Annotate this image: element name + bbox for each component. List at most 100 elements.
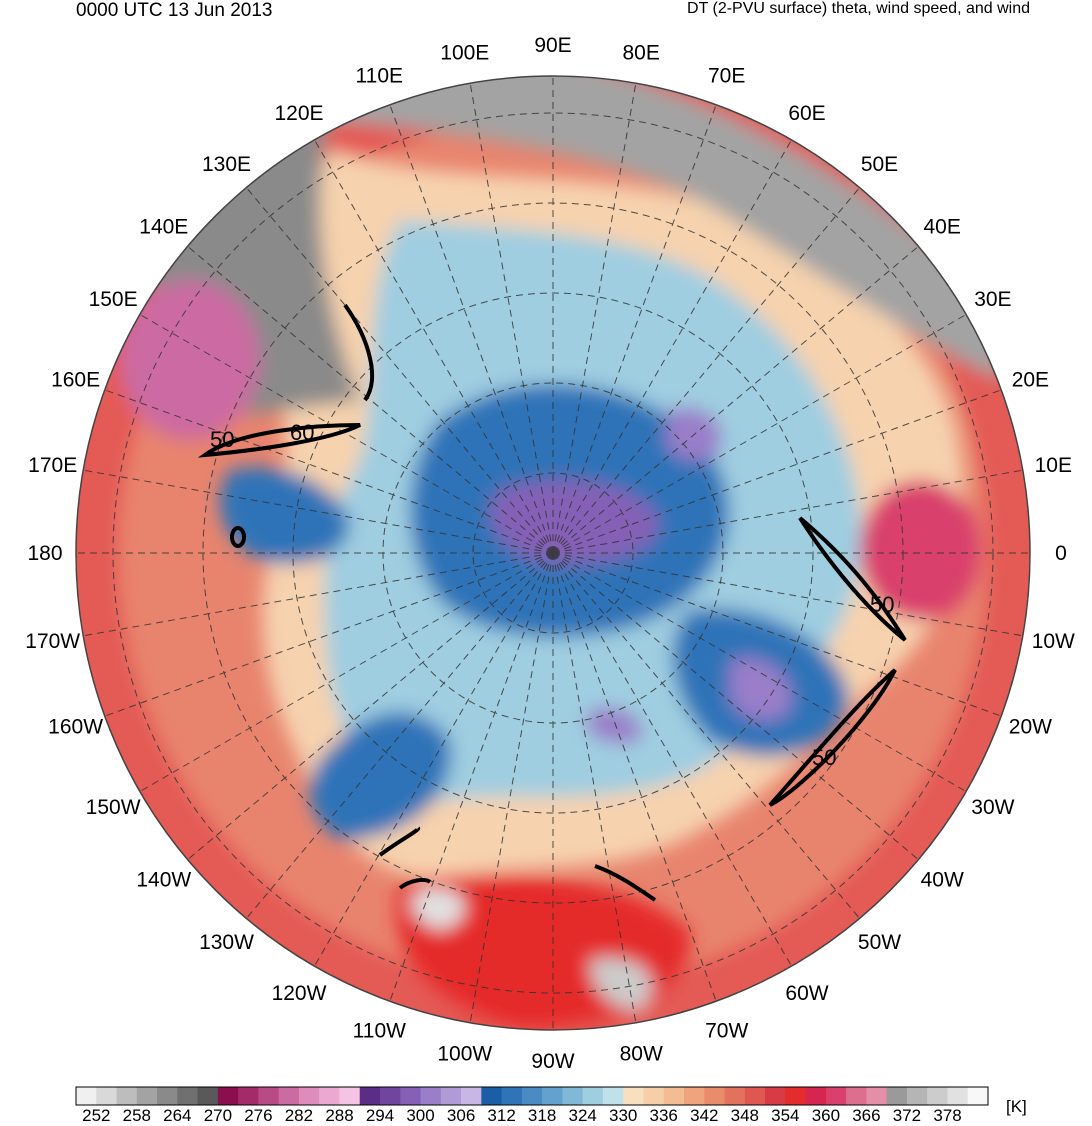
- longitude-label: 130W: [199, 931, 254, 954]
- colorbar-swatch: [157, 1087, 178, 1105]
- colorbar-swatch: [623, 1087, 644, 1105]
- colorbar-swatch: [238, 1087, 259, 1105]
- meridian-line: [552, 83, 637, 554]
- longitude-label: 70E: [708, 65, 745, 88]
- meridian-line: [552, 314, 967, 554]
- valid-time-title: 0000 UTC 13 Jun 2013: [76, 0, 273, 21]
- colorbar-swatch: [400, 1087, 422, 1105]
- meridian-line: [552, 187, 860, 554]
- colorbar-swatch: [927, 1087, 948, 1105]
- longitude-label: 80E: [623, 42, 660, 65]
- colorbar-swatch: [967, 1087, 989, 1105]
- longitude-label: 10E: [1035, 454, 1072, 477]
- colorbar-swatch: [805, 1087, 827, 1105]
- longitude-label: 80W: [620, 1042, 663, 1065]
- colorbar-tick-label: 264: [163, 1106, 191, 1125]
- colorbar-swatch: [582, 1087, 604, 1105]
- colorbar-tick-label: 312: [487, 1106, 515, 1125]
- colorbar-tick-label: 306: [447, 1106, 475, 1125]
- contour-label: 50: [812, 745, 836, 770]
- colorbar-swatch: [562, 1087, 584, 1105]
- meridian-line: [552, 552, 1002, 717]
- colorbar-swatch: [380, 1087, 401, 1105]
- colorbar-tick-label: 378: [933, 1106, 961, 1125]
- colorbar-swatch: [136, 1087, 158, 1105]
- longitude-label: 70W: [705, 1019, 748, 1042]
- longitude-label: 100W: [437, 1042, 492, 1065]
- colorbar-swatch: [258, 1087, 280, 1105]
- meridian-line: [552, 552, 717, 1002]
- colorbar-tick-label: 294: [366, 1106, 394, 1125]
- colorbar-swatch: [825, 1087, 847, 1105]
- longitude-label: 170W: [25, 630, 80, 653]
- longitude-label: 20W: [1009, 716, 1052, 739]
- longitude-label: 30W: [971, 796, 1014, 819]
- colorbar-swatch: [765, 1087, 786, 1105]
- longitude-label: 180: [27, 542, 62, 565]
- longitude-label: 60W: [785, 982, 828, 1005]
- colorbar-swatch: [76, 1087, 97, 1105]
- longitude-label: 130E: [202, 153, 251, 176]
- longitude-label: 10W: [1032, 630, 1075, 653]
- meridian-line: [139, 314, 554, 554]
- longitude-label: 30E: [974, 288, 1011, 311]
- colorbar-tick-label: 288: [325, 1106, 353, 1125]
- longitude-label: 0: [1055, 542, 1067, 565]
- longitude-label: 90E: [534, 34, 571, 57]
- colorbar-swatch: [501, 1087, 523, 1105]
- colorbar-swatch: [724, 1087, 746, 1105]
- colorbar-unit: [K]: [1006, 1097, 1027, 1116]
- colorbar-swatch: [684, 1087, 705, 1105]
- colorbar-tick-label: 270: [204, 1106, 232, 1125]
- colorbar-tick-label: 354: [771, 1106, 799, 1125]
- meridian-line: [552, 552, 967, 792]
- colorbar-swatch: [846, 1087, 867, 1105]
- meridian-line: [104, 552, 554, 717]
- wind-speed-contours: [197, 303, 907, 902]
- longitude-label: 120W: [272, 982, 327, 1005]
- colorbar-tick-label: 372: [893, 1106, 921, 1125]
- colorbar-swatch: [278, 1087, 300, 1105]
- meridian-line: [187, 552, 554, 860]
- meridian-line: [246, 552, 554, 919]
- colorbar-swatch: [481, 1087, 503, 1105]
- parallel-circle: [472, 472, 634, 634]
- longitude-label: 160E: [51, 368, 100, 391]
- longitude-label: 40W: [921, 869, 964, 892]
- meridian-line: [552, 552, 637, 1023]
- longitude-label: 60E: [788, 102, 825, 125]
- longitude-label: 120E: [274, 102, 323, 125]
- meridian-line: [314, 552, 554, 967]
- contour-label: 50: [210, 427, 234, 452]
- colorbar-swatch: [866, 1087, 888, 1105]
- colorbar-tick-label: 252: [82, 1106, 110, 1125]
- colorbar-swatch: [339, 1087, 361, 1105]
- colorbar-swatch: [96, 1087, 118, 1105]
- meridian-line: [552, 246, 919, 554]
- longitude-label: 100E: [440, 42, 489, 65]
- colorbar-tick-label: 360: [812, 1106, 840, 1125]
- colorbar-swatch: [521, 1087, 543, 1105]
- colorbar-tick-label: 330: [609, 1106, 637, 1125]
- meridian-line: [83, 469, 554, 554]
- longitude-label: 170E: [28, 454, 77, 477]
- longitude-label: 140E: [139, 216, 188, 239]
- longitude-label: 160W: [48, 716, 103, 739]
- parallel-circle: [112, 112, 994, 994]
- meridian-line: [552, 139, 792, 554]
- field-description-title: DT (2-PVU surface) theta, wind speed, an…: [687, 0, 1030, 17]
- colorbar-tick-label: 366: [852, 1106, 880, 1125]
- meridian-line: [314, 139, 554, 554]
- colorbar-swatch: [602, 1087, 624, 1105]
- longitude-label: 110W: [353, 1019, 406, 1042]
- colorbar-swatch: [440, 1087, 462, 1105]
- meridian-line: [552, 389, 1002, 554]
- map-boundary: [75, 75, 1031, 1031]
- meridian-line: [139, 552, 554, 792]
- graticule: [76, 76, 1030, 1030]
- meridian-line: [469, 552, 554, 1023]
- meridian-line: [552, 552, 919, 860]
- longitude-label: 20E: [1012, 368, 1049, 391]
- colorbar-swatch: [542, 1087, 563, 1105]
- colorbar-swatch: [217, 1087, 239, 1105]
